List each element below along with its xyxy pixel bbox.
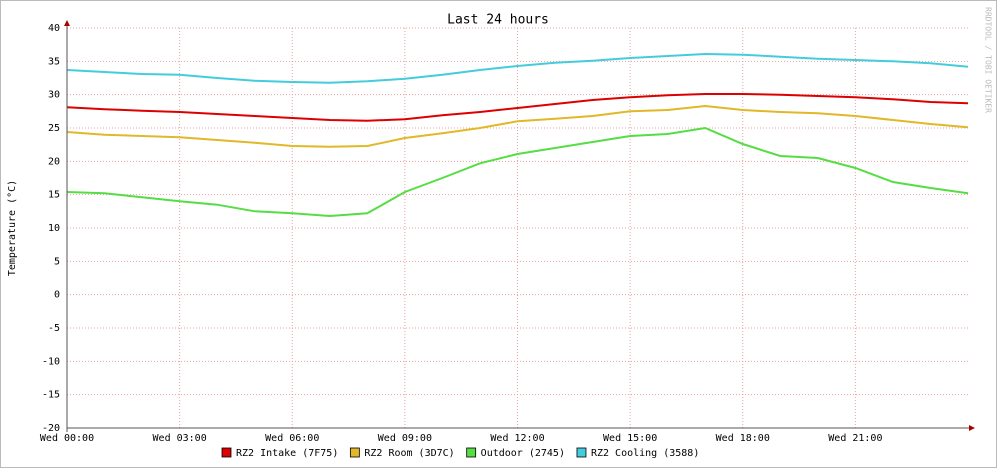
y-tick-label: 5 (54, 256, 60, 267)
y-tick-label: 10 (48, 223, 60, 234)
x-tick-label: Wed 03:00 (153, 433, 207, 444)
x-tick-label: Wed 00:00 (40, 433, 94, 444)
y-tick-label: 0 (54, 290, 60, 301)
y-tick-label: -15 (42, 390, 60, 401)
y-tick-label: 15 (48, 190, 60, 201)
series-line (66, 93, 969, 122)
x-tick-label: Wed 21:00 (828, 433, 882, 444)
y-tick-label: 40 (48, 23, 60, 34)
series-line (66, 104, 969, 148)
plot (66, 52, 969, 218)
legend-swatch (349, 447, 360, 458)
legend-label: Outdoor (2745) (481, 448, 565, 459)
legend-label: RZ2 Room (3D7C) (364, 448, 454, 459)
y-tick-label: 20 (48, 156, 60, 167)
legend-label: RZ2 Cooling (3588) (591, 448, 699, 459)
y-tick-label: -10 (42, 356, 60, 367)
x-tick-label: Wed 15:00 (603, 433, 657, 444)
y-tick-label: -5 (48, 323, 60, 334)
y-arrow (64, 20, 70, 26)
legend-swatch (221, 447, 232, 458)
x-arrow (969, 425, 975, 431)
watermark: RRDTOOL / TOBI OETIKER (984, 7, 993, 113)
legend-label: RZ2 Intake (7F75) (236, 448, 338, 459)
series-line (66, 52, 969, 84)
legend: RZ2 Intake (7F75) RZ2 Room (3D7C) Outdoor … (221, 447, 699, 459)
x-tick-label: Wed 18:00 (716, 433, 770, 444)
y-tick-label: -20 (42, 423, 60, 434)
y-tick-label: 25 (48, 123, 60, 134)
y-tick-label: 30 (48, 90, 60, 101)
chart-title: Last 24 hours (447, 13, 549, 28)
x-tick-label: Wed 06:00 (265, 433, 319, 444)
x-tick-label: Wed 12:00 (490, 433, 544, 444)
y-axis-label: Temperature (°C) (7, 180, 18, 276)
legend-swatch (576, 447, 587, 458)
legend-swatch (466, 447, 477, 458)
series-line (66, 126, 969, 218)
x-tick-label: Wed 09:00 (378, 433, 432, 444)
y-tick-label: 35 (48, 56, 60, 67)
